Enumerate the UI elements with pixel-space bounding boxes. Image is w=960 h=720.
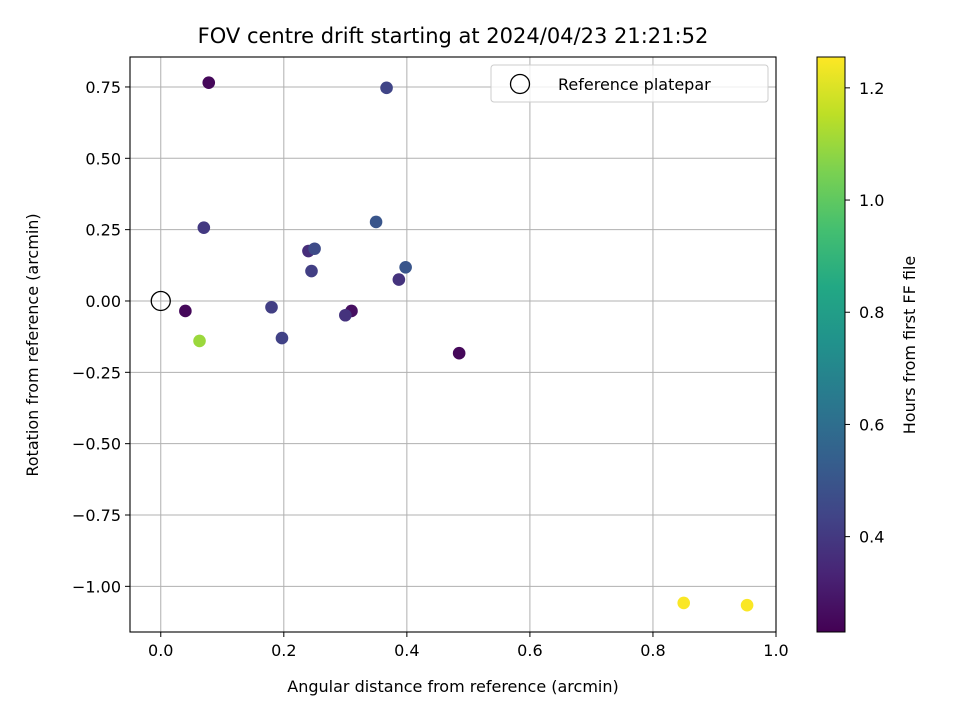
y-tick-label: 0.75 bbox=[85, 78, 121, 97]
y-tick-label: −1.00 bbox=[72, 577, 121, 596]
y-tick-label: −0.75 bbox=[72, 506, 121, 525]
legend-box bbox=[490, 64, 769, 103]
data-points bbox=[179, 76, 754, 612]
y-tick-label: 0.50 bbox=[85, 149, 121, 168]
plot-frame bbox=[129, 56, 777, 633]
y-tick-label: −0.50 bbox=[72, 435, 121, 454]
x-tick-label: 0.4 bbox=[394, 641, 419, 660]
data-point bbox=[179, 304, 192, 318]
data-point bbox=[677, 596, 691, 610]
legend-label: Reference platepar bbox=[558, 75, 711, 94]
legend-marker-icon bbox=[509, 73, 531, 95]
data-point bbox=[399, 261, 412, 274]
data-point bbox=[380, 81, 393, 95]
x-tick-label: 0.6 bbox=[517, 641, 542, 660]
data-point bbox=[202, 76, 216, 89]
data-point bbox=[452, 346, 466, 360]
colorbar-tick-label: 1.0 bbox=[859, 191, 884, 210]
data-point bbox=[197, 221, 211, 234]
colorbar-ticks: 0.4 0.6 0.8 1.0 1.2 bbox=[845, 79, 884, 547]
reference-platepar-marker bbox=[150, 290, 171, 312]
data-point bbox=[369, 215, 383, 229]
y-tick-label: 0.25 bbox=[85, 221, 121, 240]
legend: Reference platepar bbox=[490, 64, 769, 103]
data-point bbox=[275, 331, 289, 345]
y-tick-label: −0.25 bbox=[72, 363, 121, 382]
data-point bbox=[740, 598, 754, 612]
data-point bbox=[392, 273, 406, 286]
x-tick-label: 0.2 bbox=[271, 641, 296, 660]
x-tick-label: 1.0 bbox=[763, 641, 788, 660]
x-tick-label: 0.0 bbox=[148, 641, 173, 660]
x-axis-ticks: 0.0 0.2 0.4 0.6 0.8 1.0 bbox=[148, 632, 789, 660]
data-point bbox=[265, 300, 278, 314]
chart-title: FOV centre drift starting at 2024/04/23 … bbox=[198, 24, 709, 48]
y-tick-label: 0.00 bbox=[85, 292, 121, 311]
x-axis-label: Angular distance from reference (arcmin) bbox=[287, 677, 618, 696]
y-axis-label: Rotation from reference (arcmin) bbox=[23, 213, 42, 476]
colorbar-tick-label: 0.6 bbox=[859, 415, 884, 434]
data-point bbox=[339, 308, 352, 322]
data-point bbox=[193, 334, 206, 348]
colorbar-tick-label: 0.8 bbox=[859, 303, 884, 322]
data-point bbox=[308, 242, 321, 256]
x-tick-label: 0.8 bbox=[640, 641, 665, 660]
colorbar-tick-label: 0.4 bbox=[859, 528, 884, 547]
colorbar-label: Hours from first FF file bbox=[900, 256, 919, 435]
colorbar-tick-label: 1.2 bbox=[859, 79, 884, 98]
y-axis-ticks: 0.75 0.50 0.25 0.00 −0.25 −0.50 −0.75 −1.00 bbox=[72, 78, 130, 596]
colorbar bbox=[816, 56, 846, 633]
data-point bbox=[305, 264, 318, 278]
